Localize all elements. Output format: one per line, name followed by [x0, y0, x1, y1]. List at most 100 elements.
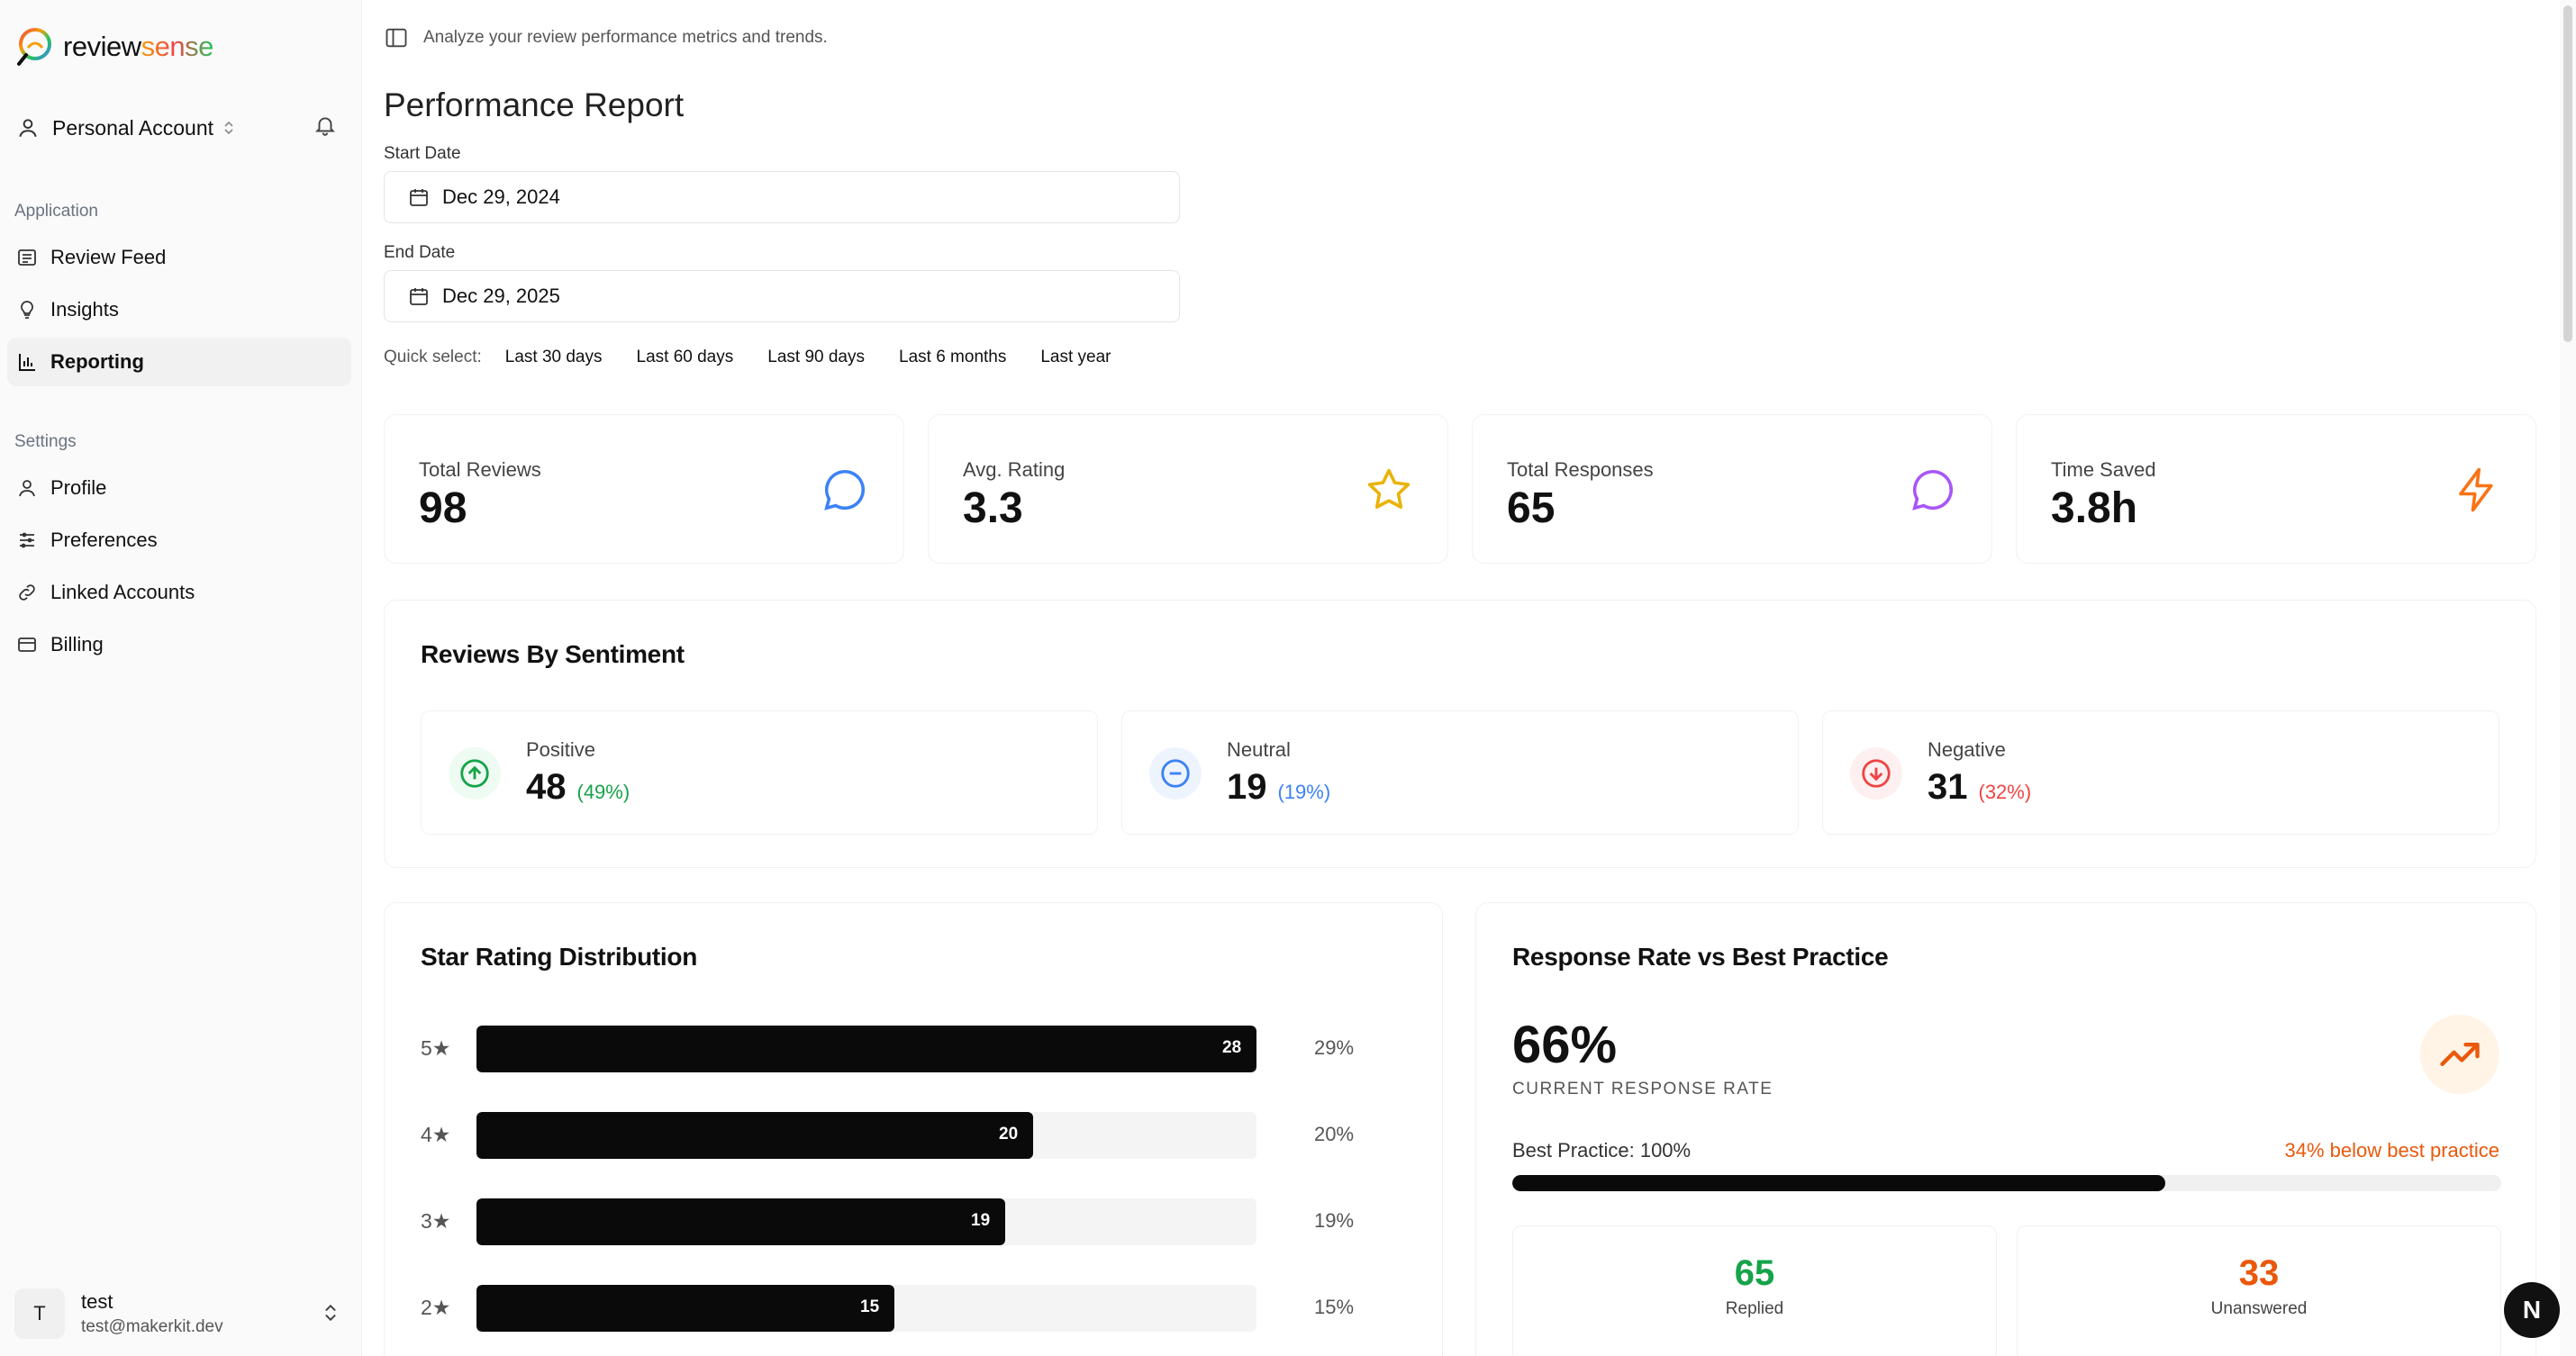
star-distribution-panel: Star Rating Distribution 5★ 28 29% 4★ 20 20% 3…: [384, 902, 1443, 1356]
end-date-picker[interactable]: Dec 29, 2025: [384, 270, 1180, 322]
brand-logo[interactable]: reviewsense: [14, 25, 213, 68]
stat-value: 3.8h: [2051, 484, 2138, 532]
avatar: T: [14, 1288, 65, 1339]
unanswered-value: 33: [2238, 1253, 2280, 1293]
sidebar-item-preferences[interactable]: Preferences: [7, 516, 351, 565]
star-bar-row: 3★ 19 19%: [385, 1198, 1357, 1245]
sidebar-item-insights[interactable]: Insights: [7, 285, 351, 334]
sentiment-card-positive: Positive 48 (49%): [421, 710, 1098, 835]
replied-card: 65 Replied: [1512, 1225, 1997, 1356]
star-bar-label: 2★: [421, 1296, 451, 1319]
stat-value: 65: [1507, 484, 1556, 532]
best-practice-label: Best Practice: 100%: [1512, 1139, 1692, 1162]
star-bar-label: 3★: [421, 1209, 451, 1233]
user-icon: [19, 480, 35, 497]
start-date-label: Start Date: [384, 144, 461, 163]
trending-up-icon: [2440, 1043, 2480, 1066]
stat-card-total-responses: Total Responses 65: [1472, 414, 1992, 564]
user-meta: test test@makerkit.dev: [81, 1290, 223, 1337]
quick-select-last-year[interactable]: Last year: [1040, 348, 1111, 366]
brand-name: reviewsense: [63, 31, 213, 62]
response-rate-caption: CURRENT RESPONSE RATE: [1512, 1080, 1773, 1098]
start-date-picker[interactable]: Dec 29, 2024: [384, 171, 1180, 223]
user-menu[interactable]: T test test@makerkit.dev: [14, 1286, 339, 1342]
bell-icon[interactable]: [313, 113, 337, 137]
star-bar-label: 4★: [421, 1123, 451, 1146]
quick-select-label: Quick select:: [384, 348, 482, 366]
sentiment-label: Positive: [526, 738, 596, 761]
account-switcher[interactable]: Personal Account: [16, 112, 337, 144]
sidebar-item-linked-accounts[interactable]: Linked Accounts: [7, 568, 351, 617]
response-rate-panel: Response Rate vs Best Practice 66% CURRE…: [1475, 902, 2536, 1356]
quick-select-30-days[interactable]: Last 30 days: [504, 348, 603, 366]
zap-icon: [2459, 467, 2493, 512]
logo-icon: [17, 28, 51, 66]
replied-label: Replied: [1725, 1299, 1784, 1318]
quick-select-90-days[interactable]: Last 90 days: [767, 348, 866, 366]
star-bar-fill: [476, 1026, 1256, 1072]
best-practice-warning: 34% below best practice: [2284, 1139, 2499, 1162]
page-description: Analyze your review performance metrics …: [423, 28, 828, 47]
scroll-thumb[interactable]: [2563, 5, 2572, 342]
star-bar-percent: 15%: [1314, 1296, 1355, 1318]
main-content: Analyze your review performance metrics …: [362, 0, 2560, 1356]
sentiment-value: 31 (32%): [1927, 767, 2032, 807]
response-rate-progress-fill: [1512, 1175, 2165, 1191]
star-bar-fill: [476, 1285, 894, 1332]
sidebar-item-label: Insights: [50, 298, 119, 321]
start-date-value: Dec 29, 2024: [442, 185, 560, 208]
quick-select-60-days[interactable]: Last 60 days: [636, 348, 734, 366]
stat-label: Total Reviews: [419, 458, 541, 481]
star-bar-track: 19: [476, 1198, 1256, 1245]
quick-select-6-months[interactable]: Last 6 months: [899, 348, 1007, 366]
topbar: Analyze your review performance metrics …: [384, 25, 828, 50]
quick-select: Quick select: Last 30 days Last 60 days …: [384, 348, 1146, 367]
user-email: test@makerkit.dev: [81, 1317, 223, 1336]
section-label-application: Application: [14, 202, 98, 221]
arrow-down-circle-icon: [1862, 759, 1891, 788]
section-label-settings: Settings: [14, 432, 77, 451]
sentiment-label: Negative: [1927, 738, 2006, 761]
star-bar-percent: 19%: [1314, 1209, 1355, 1232]
stat-label: Avg. Rating: [963, 458, 1066, 481]
section-title: Star Rating Distribution: [421, 943, 698, 971]
bar-chart-icon: [19, 354, 35, 371]
user-icon: [19, 119, 37, 138]
sidebar-item-label: Review Feed: [50, 246, 167, 268]
star-bar-row: 2★ 15 15%: [385, 1285, 1357, 1332]
dev-tools-badge[interactable]: N: [2504, 1282, 2560, 1338]
star-bar-label: 5★: [421, 1036, 451, 1060]
sidebar-item-label: Preferences: [50, 529, 158, 551]
star-bar-track: 28: [476, 1026, 1256, 1072]
sidebar-item-billing[interactable]: Billing: [7, 620, 351, 669]
star-bar-row: 4★ 20 20%: [385, 1112, 1357, 1159]
star-bar-track: 15: [476, 1285, 1256, 1332]
scrollbar[interactable]: [2560, 0, 2576, 1356]
chevrons-up-down-icon: [224, 121, 233, 135]
sidebar-item-reporting[interactable]: Reporting: [7, 338, 351, 386]
message-circle-icon: [824, 470, 866, 511]
star-bar-percent: 29%: [1314, 1036, 1355, 1059]
arrow-up-circle-icon: [460, 759, 489, 788]
stat-value: 98: [419, 484, 467, 532]
sentiment-value: 19 (19%): [1227, 767, 1331, 807]
star-bar-count: 20: [999, 1125, 1019, 1144]
list-icon: [18, 249, 36, 266]
replied-value: 65: [1734, 1253, 1775, 1293]
sentiment-panel: Reviews By Sentiment Positive 48 (49%) Ne…: [384, 600, 2536, 868]
link-icon: [19, 584, 35, 601]
star-bar-count: 28: [1222, 1038, 1242, 1057]
sidebar-toggle-icon[interactable]: [384, 25, 409, 50]
star-bar-fill: [476, 1112, 1033, 1159]
star-bar-percent: 20%: [1314, 1123, 1355, 1145]
sidebar-item-profile[interactable]: Profile: [7, 464, 351, 512]
star-icon: [1367, 468, 1410, 509]
sidebar-item-label: Profile: [50, 476, 107, 499]
sidebar-item-review-feed[interactable]: Review Feed: [7, 233, 351, 282]
star-bar-count: 19: [971, 1211, 991, 1230]
sidebar-item-label: Billing: [50, 633, 104, 655]
calendar-icon: [410, 189, 428, 206]
sentiment-card-negative: Negative 31 (32%): [1822, 710, 2499, 835]
sentiment-icon-wrap: [449, 747, 501, 800]
star-bar-track: 20: [476, 1112, 1256, 1159]
